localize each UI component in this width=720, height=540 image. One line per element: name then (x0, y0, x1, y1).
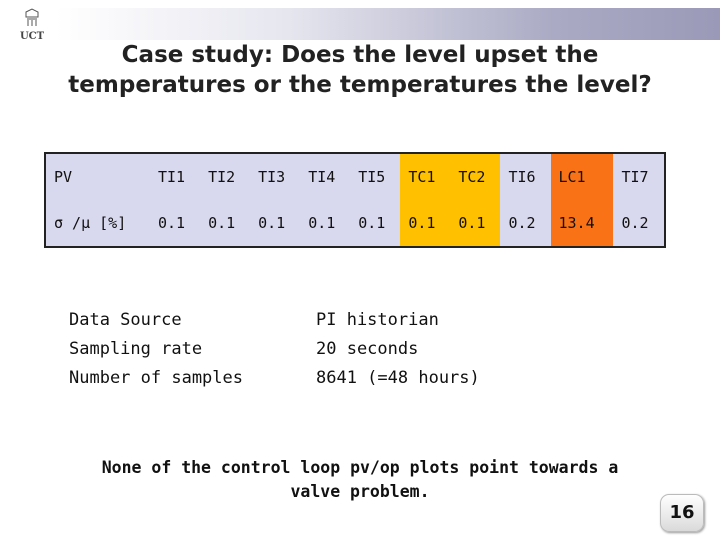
table-cell: TI1 (158, 168, 186, 186)
table-cell-tc2: TC2 (450, 153, 501, 200)
label-number-of-samples: Number of samples (69, 368, 243, 388)
info-labels: Data Source Sampling rate Number of samp… (69, 306, 243, 393)
conclusion-note: None of the control loop pv/op plots poi… (40, 456, 680, 504)
table-cell: TI2 (208, 168, 236, 186)
table-header-row: PV TI1 TI2 TI3 TI4 TI5 TC1 TC2 TI6 LC1 T… (45, 153, 665, 200)
table-cell: TI3 (258, 168, 286, 186)
value-sampling-rate: 20 seconds (316, 339, 419, 359)
header-gradient-bar (56, 8, 720, 40)
table-cell: 0.1 (158, 214, 186, 232)
table-cell: 0.1 (258, 214, 286, 232)
table-cell: 0.1 (308, 214, 336, 232)
table-cell: 0.2 (621, 214, 649, 232)
university-logo: UCT (20, 8, 45, 42)
table-cell-tc1: TC1 (400, 153, 451, 200)
table-cell-tc1-value: 0.1 (400, 200, 451, 247)
table-cell: TI5 (358, 168, 386, 186)
value-data-source: PI historian (316, 310, 439, 330)
table-cell: σ /μ [%] (54, 214, 127, 232)
table-value-row: σ /μ [%] 0.1 0.1 0.1 0.1 0.1 0.1 0.1 0.2… (45, 200, 665, 247)
table-cell-lc1-value: 13.4 (550, 200, 614, 247)
title-line-1: Case study: Does the level upset the (121, 42, 599, 68)
title-line-2: temperatures or the temperatures the lev… (68, 72, 652, 98)
label-data-source: Data Source (69, 310, 182, 330)
table-cell: TI6 (508, 168, 536, 186)
table-cell: 0.1 (358, 214, 386, 232)
table-cell-tc2-value: 0.1 (450, 200, 501, 247)
note-line-2: valve problem. (290, 482, 430, 501)
table-cell: TI7 (621, 168, 649, 186)
slide-title: Case study: Does the level upset the tem… (20, 40, 700, 100)
label-sampling-rate: Sampling rate (69, 339, 203, 359)
table-cell: 0.2 (508, 214, 536, 232)
table-cell: PV (54, 168, 73, 186)
svg-text:UCT: UCT (20, 31, 45, 42)
value-number-of-samples: 8641 (=48 hours) (316, 368, 480, 388)
pv-variability-table: PV TI1 TI2 TI3 TI4 TI5 TC1 TC2 TI6 LC1 T… (44, 152, 666, 248)
table-cell-lc1: LC1 (550, 153, 614, 200)
table-cell: TI4 (308, 168, 336, 186)
info-values: PI historian 20 seconds 8641 (=48 hours) (316, 306, 480, 393)
note-line-1: None of the control loop pv/op plots poi… (101, 458, 619, 477)
table-cell: 0.1 (208, 214, 236, 232)
page-number-badge: 16 (660, 494, 704, 532)
